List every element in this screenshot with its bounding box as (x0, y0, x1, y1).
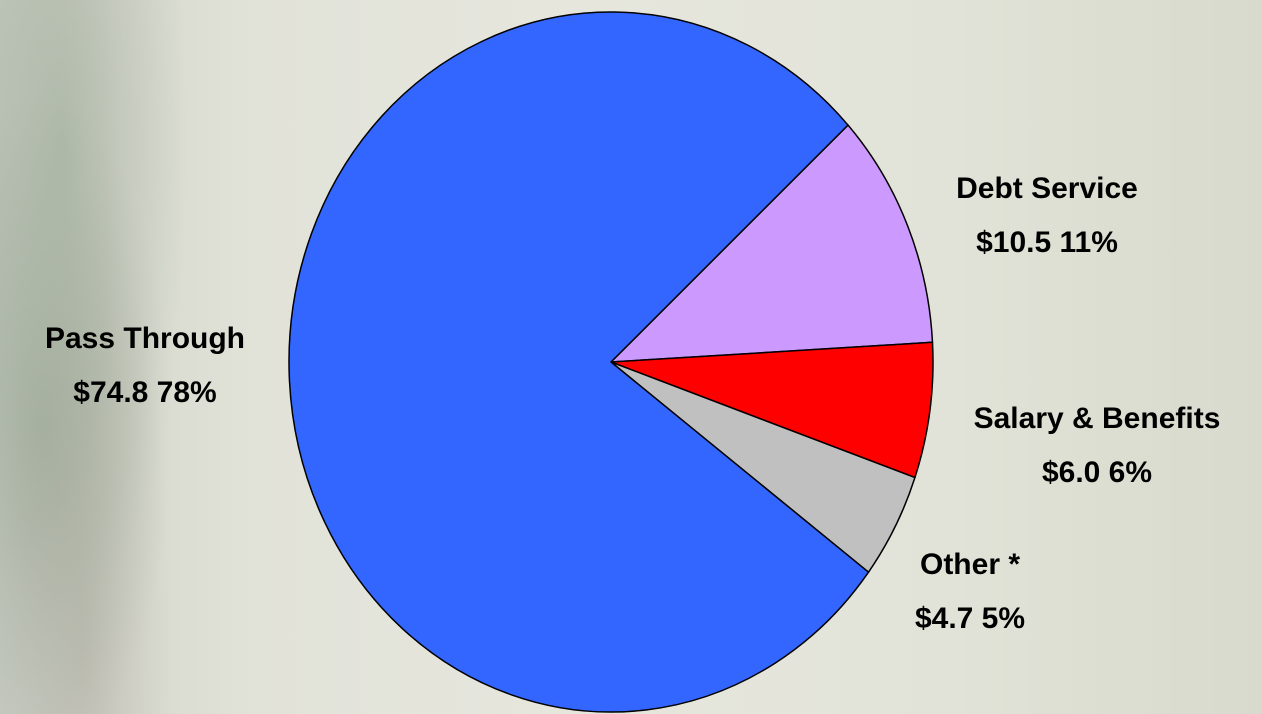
label-pass-through: Pass Through $74.8 78% (45, 322, 245, 409)
pie-slices (288, 11, 934, 713)
label-debt-service-name: Debt Service (956, 172, 1138, 205)
label-other-name: Other * (920, 548, 1020, 581)
label-salary-benefits-name: Salary & Benefits (974, 402, 1221, 435)
label-other-value: $4.7 5% (915, 602, 1025, 635)
pie-slice-salary-benefits (610, 341, 934, 479)
label-pass-through-name: Pass Through (45, 322, 245, 355)
pie-slice-debt-service (610, 124, 934, 363)
label-debt-service-value: $10.5 11% (976, 226, 1118, 259)
pie-slice-pass-through (288, 11, 870, 713)
label-other: Other * $4.7 5% (915, 548, 1025, 635)
label-debt-service: Debt Service $10.5 11% (956, 172, 1138, 259)
label-salary-benefits-value: $6.0 6% (1042, 456, 1152, 489)
label-pass-through-value: $74.8 78% (73, 376, 216, 409)
label-salary-benefits: Salary & Benefits $6.0 6% (974, 402, 1221, 489)
